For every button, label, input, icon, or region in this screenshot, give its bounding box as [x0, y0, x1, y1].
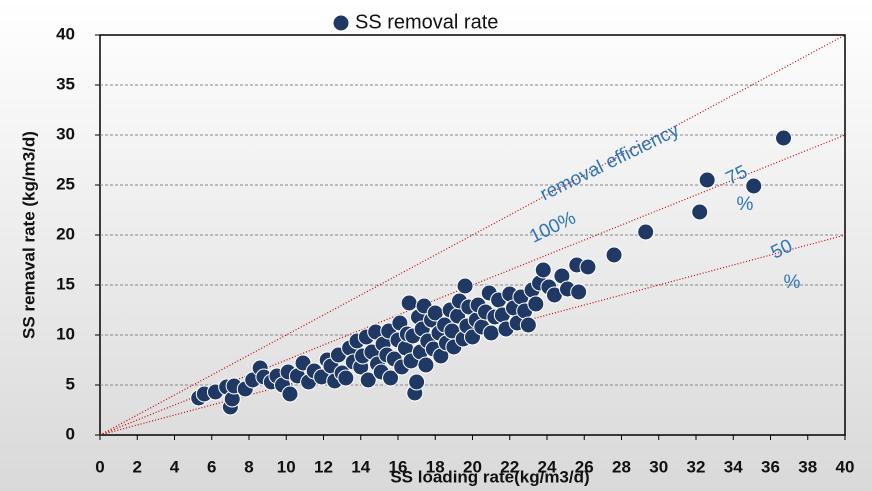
point [281, 385, 299, 403]
point [745, 177, 763, 195]
x-tick-label: 22 [500, 457, 519, 476]
point [482, 324, 500, 342]
x-tick-label: 4 [170, 457, 180, 476]
x-tick-label: 16 [389, 457, 408, 476]
x-tick-label: 36 [761, 457, 780, 476]
x-tick-label: 12 [314, 457, 333, 476]
point [775, 129, 793, 147]
reference-label: % [784, 272, 801, 293]
x-tick-label: 18 [426, 457, 445, 476]
y-tick-label: 40 [56, 24, 75, 43]
reference-line [99, 134, 846, 436]
point [527, 295, 545, 313]
x-tick-label: 34 [724, 457, 743, 476]
y-tick-label: 35 [56, 74, 75, 93]
y-tick-label: 20 [56, 224, 75, 243]
point [417, 356, 435, 374]
x-axis-label: SS loading rate(kg/m3/d) [390, 467, 589, 486]
point [691, 203, 709, 221]
y-axis-label: SS remaval rate (kg/m3/d) [19, 131, 38, 339]
x-tick-label: 2 [133, 457, 142, 476]
x-tick-label: 38 [798, 457, 817, 476]
legend-marker [332, 14, 350, 32]
point [570, 283, 588, 301]
point [337, 369, 355, 387]
reference-line [99, 234, 846, 436]
y-tick-label: 25 [56, 174, 75, 193]
y-tick-label: 10 [56, 324, 75, 343]
point [698, 171, 716, 189]
point [534, 261, 552, 279]
y-tick-label: 15 [56, 274, 75, 293]
y-tick-label: 30 [56, 124, 75, 143]
x-tick-label: 20 [463, 457, 482, 476]
x-tick-label: 24 [538, 457, 557, 476]
x-tick-label: 26 [575, 457, 594, 476]
point [579, 258, 597, 276]
point [519, 316, 537, 334]
point [382, 369, 400, 387]
reference-label: % [737, 194, 754, 215]
x-tick-label: 10 [277, 457, 296, 476]
x-tick-label: 8 [244, 457, 253, 476]
x-tick-label: 32 [687, 457, 706, 476]
legend-label: SS removal rate [355, 11, 498, 33]
point [605, 246, 623, 264]
x-tick-label: 0 [95, 457, 104, 476]
point [400, 294, 418, 312]
point [637, 223, 655, 241]
x-tick-label: 28 [612, 457, 631, 476]
x-tick-label: 40 [836, 457, 855, 476]
point [456, 277, 474, 295]
x-tick-label: 30 [649, 457, 668, 476]
x-tick-label: 6 [207, 457, 216, 476]
point [359, 371, 377, 389]
y-tick-label: 5 [66, 374, 75, 393]
y-tick-label: 0 [66, 424, 75, 443]
point [408, 373, 426, 391]
x-tick-label: 14 [351, 457, 370, 476]
